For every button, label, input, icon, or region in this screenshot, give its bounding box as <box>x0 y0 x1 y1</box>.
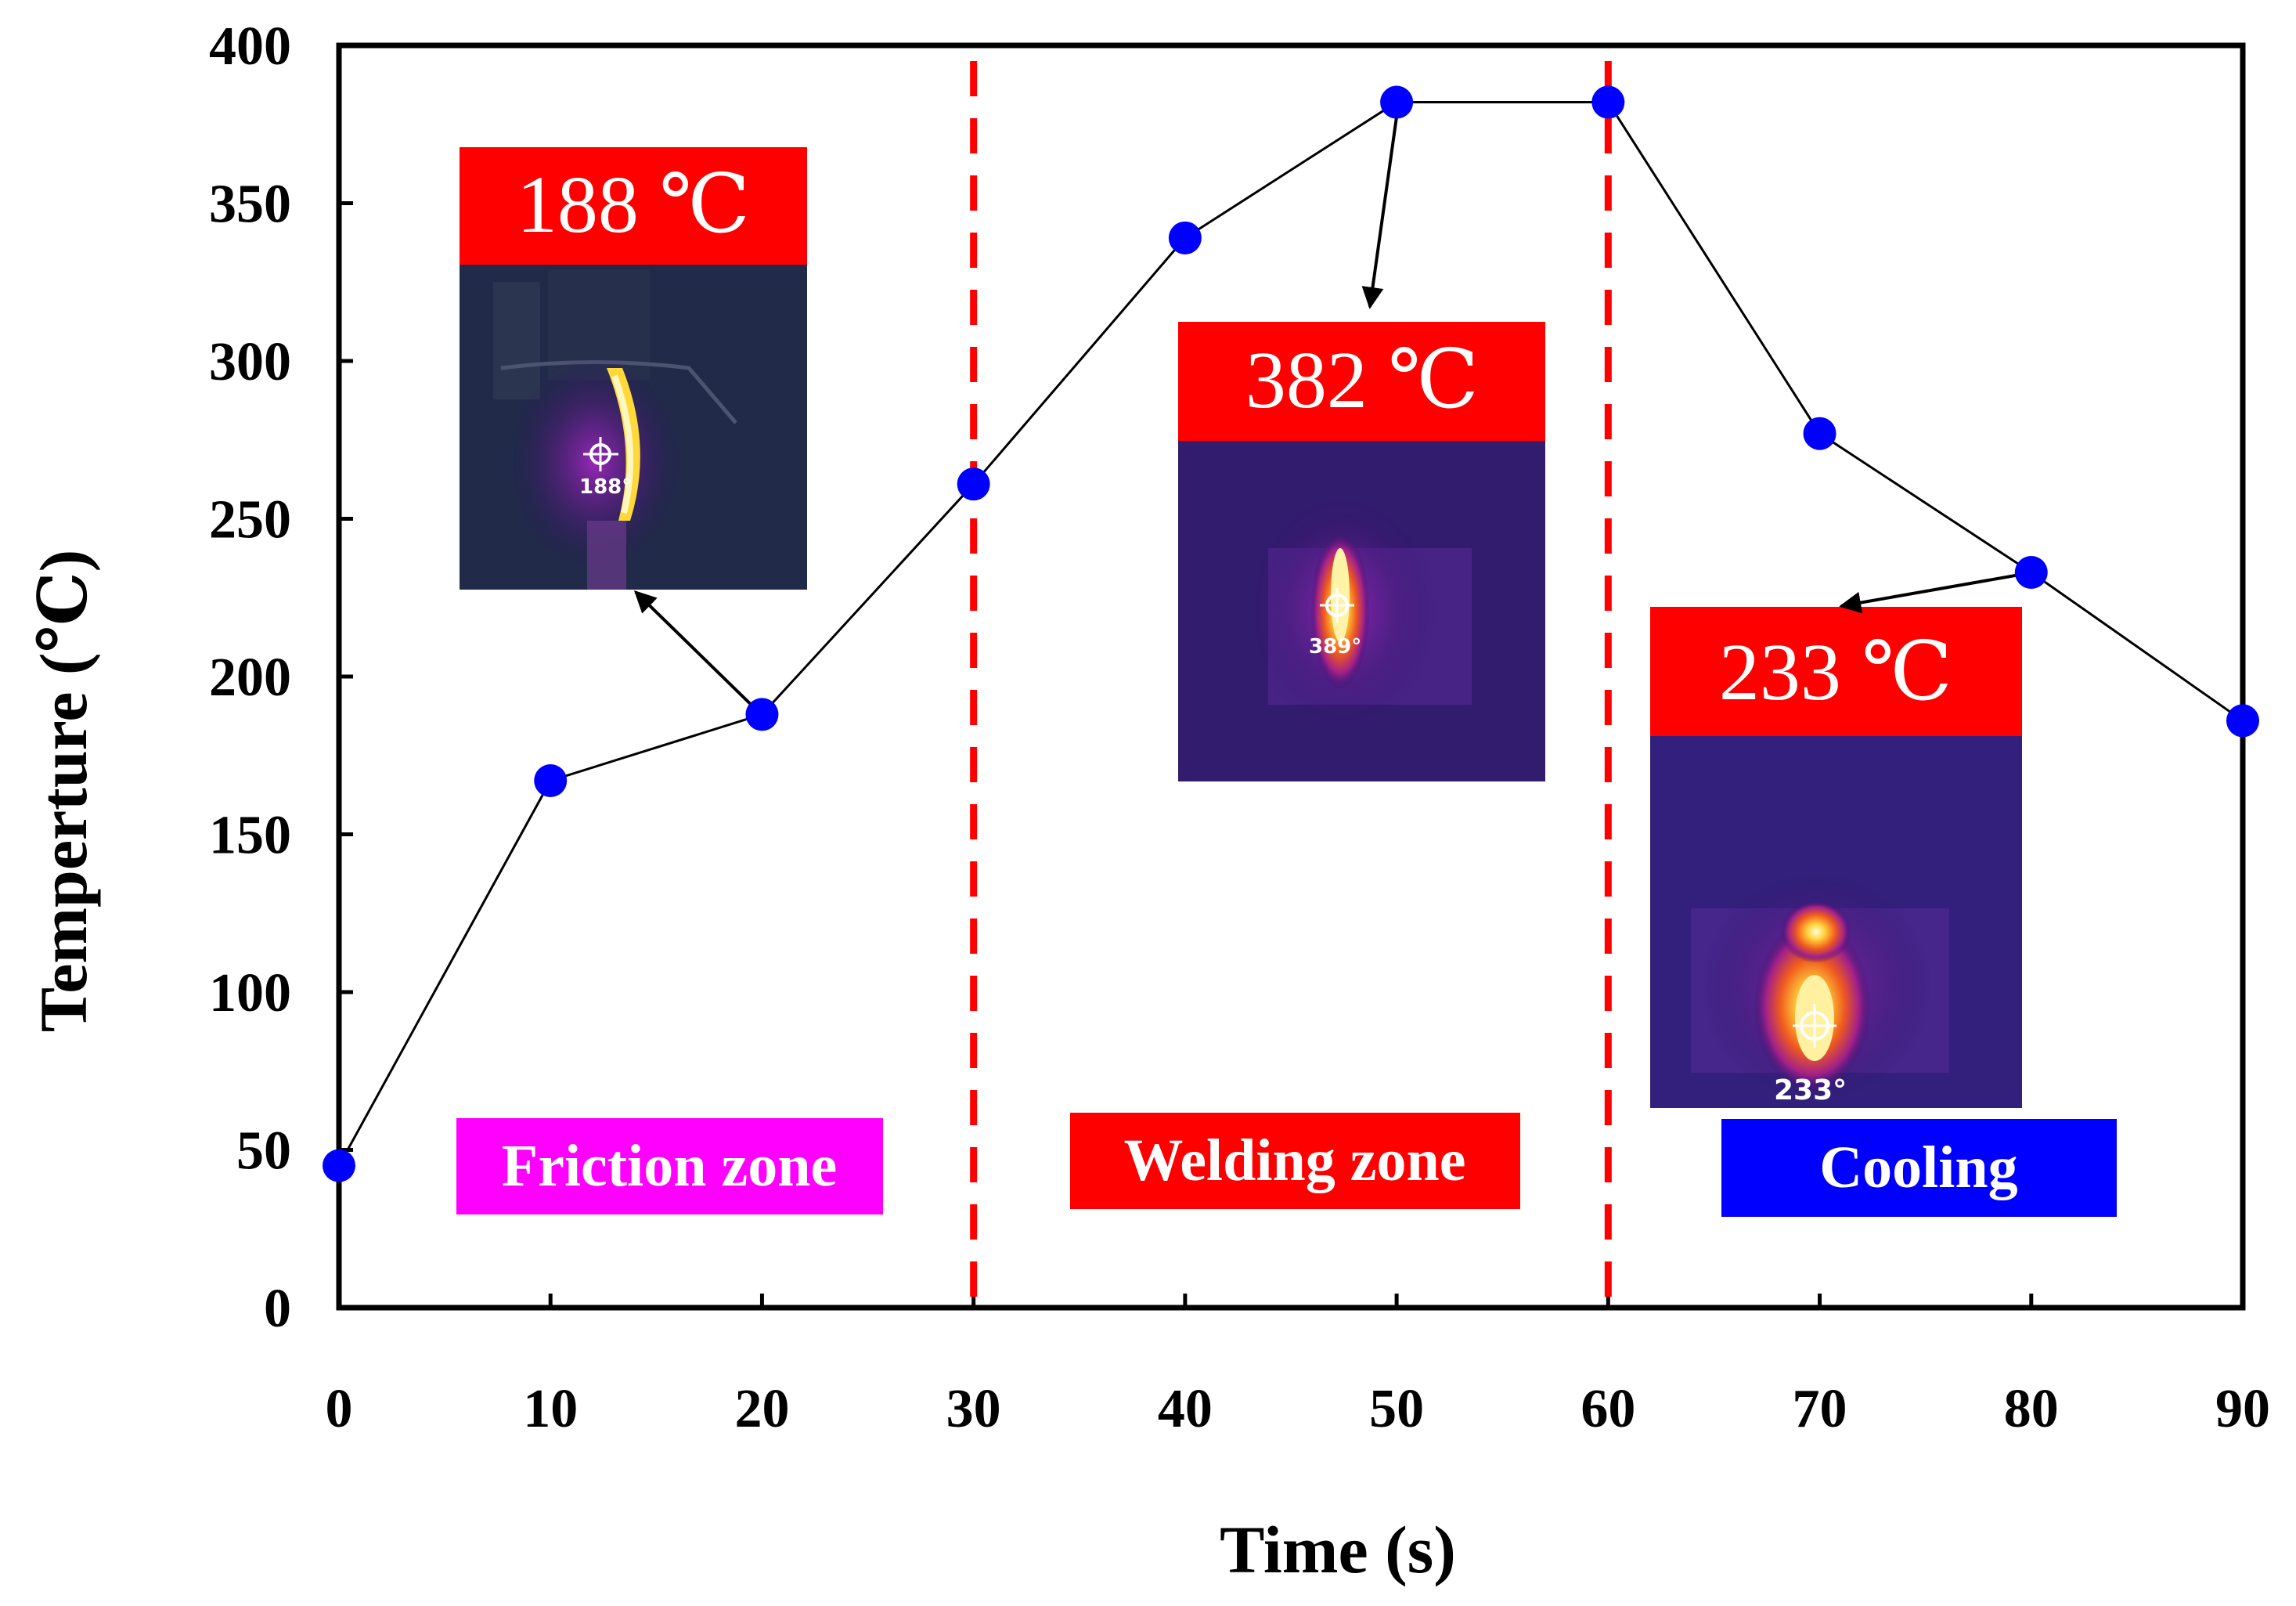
welding-zone-label: Welding zone <box>1070 1113 1520 1209</box>
data-point <box>323 1149 355 1182</box>
thermal-reading-389: 389° <box>1309 635 1361 659</box>
annotation-label-188: 188 ℃ <box>517 160 750 250</box>
thermal-image-233: 233 ℃ 233° <box>1650 607 2022 1108</box>
data-point <box>2226 704 2259 738</box>
arrow-233 <box>1839 571 2034 614</box>
x-tick-label: 50 <box>1369 1379 1424 1439</box>
friction-zone-text: Friction zone <box>502 1133 837 1199</box>
x-tick-label: 20 <box>734 1379 789 1439</box>
y-axis-title: Temperture (℃) <box>26 550 101 1033</box>
welding-zone-text: Welding zone <box>1123 1128 1465 1193</box>
friction-zone-background <box>456 1118 883 1214</box>
arrow-382 <box>1361 99 1400 309</box>
temperature-series <box>323 85 2259 1182</box>
data-point <box>1380 85 1414 119</box>
friction-zone-label: Friction zone <box>456 1118 883 1214</box>
x-axis: 0 10 20 30 40 50 60 70 80 90 <box>326 1294 2270 1439</box>
data-point <box>534 763 568 797</box>
x-tick-label: 70 <box>1793 1379 1847 1439</box>
annotation-label-233: 233 ℃ <box>1719 627 1952 717</box>
data-point <box>745 698 779 731</box>
thermal-image-188: 188 ℃ 188° <box>460 147 807 590</box>
annotation-header-382 <box>1178 322 1545 441</box>
x-tick-label: 10 <box>523 1379 578 1439</box>
y-tick-label: 400 <box>209 16 291 77</box>
y-tick-label: 350 <box>209 175 291 235</box>
y-tick-label: 250 <box>209 490 291 550</box>
x-tick-label: 30 <box>946 1379 1001 1439</box>
y-tick-label: 150 <box>209 806 291 866</box>
thermal-reading-188: 188° <box>579 475 632 499</box>
annotation-label-382: 382 ℃ <box>1245 335 1479 425</box>
thermal-image-382: 382 ℃ 389° <box>1178 322 1545 781</box>
cooling-zone-text: Cooling <box>1819 1135 2017 1200</box>
y-tick-label: 300 <box>209 332 291 392</box>
x-tick-label: 40 <box>1158 1379 1213 1439</box>
data-point <box>957 467 990 501</box>
phase-divider-lines <box>970 61 1612 1308</box>
data-point <box>1591 85 1625 119</box>
x-tick-label: 80 <box>2004 1379 2059 1439</box>
cooling-zone-background <box>1721 1119 2117 1217</box>
data-point <box>2014 556 2048 590</box>
x-tick-label: 0 <box>326 1379 353 1439</box>
data-point <box>1803 417 1836 450</box>
y-axis: 0 50 100 150 200 250 300 350 400 <box>209 16 353 1339</box>
annotation-arrows <box>633 99 2034 719</box>
x-axis-title: Time (s) <box>1220 1512 1456 1587</box>
y-tick-label: 200 <box>209 648 291 708</box>
y-tick-label: 50 <box>236 1121 291 1182</box>
cooling-zone-label: Cooling <box>1721 1119 2117 1217</box>
series-line <box>337 101 2244 1167</box>
data-point <box>1168 221 1202 254</box>
annotation-header-233 <box>1650 607 2022 736</box>
x-tick-label: 60 <box>1581 1379 1635 1439</box>
welding-zone-background <box>1070 1113 1520 1209</box>
y-tick-label: 0 <box>264 1279 291 1339</box>
thermal-reading-233: 233° <box>1774 1074 1847 1106</box>
x-tick-label: 90 <box>2215 1379 2270 1439</box>
arrow-188 <box>633 590 766 719</box>
annotation-header-188 <box>460 147 807 265</box>
y-tick-label: 100 <box>209 963 291 1023</box>
